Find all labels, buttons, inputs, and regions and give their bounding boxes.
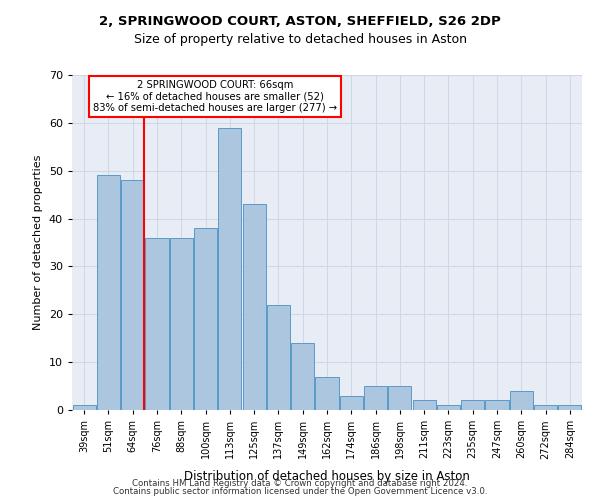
Bar — [461, 400, 484, 410]
Bar — [194, 228, 217, 410]
Bar — [340, 396, 363, 410]
Y-axis label: Number of detached properties: Number of detached properties — [33, 155, 43, 330]
Bar — [510, 391, 533, 410]
Bar — [364, 386, 387, 410]
Bar — [121, 180, 144, 410]
Bar — [97, 176, 120, 410]
Bar — [291, 343, 314, 410]
Bar — [267, 304, 290, 410]
Text: Contains HM Land Registry data © Crown copyright and database right 2024.: Contains HM Land Registry data © Crown c… — [132, 478, 468, 488]
Bar — [242, 204, 266, 410]
Bar — [559, 405, 581, 410]
Bar — [413, 400, 436, 410]
Bar — [437, 405, 460, 410]
Bar — [485, 400, 509, 410]
Bar — [534, 405, 557, 410]
Text: 2, SPRINGWOOD COURT, ASTON, SHEFFIELD, S26 2DP: 2, SPRINGWOOD COURT, ASTON, SHEFFIELD, S… — [99, 15, 501, 28]
X-axis label: Distribution of detached houses by size in Aston: Distribution of detached houses by size … — [184, 470, 470, 482]
Bar — [73, 405, 95, 410]
Text: 2 SPRINGWOOD COURT: 66sqm
← 16% of detached houses are smaller (52)
83% of semi-: 2 SPRINGWOOD COURT: 66sqm ← 16% of detac… — [93, 80, 337, 113]
Bar — [218, 128, 241, 410]
Bar — [388, 386, 412, 410]
Text: Size of property relative to detached houses in Aston: Size of property relative to detached ho… — [133, 32, 467, 46]
Text: Contains public sector information licensed under the Open Government Licence v3: Contains public sector information licen… — [113, 488, 487, 496]
Bar — [145, 238, 169, 410]
Bar — [316, 376, 338, 410]
Bar — [170, 238, 193, 410]
